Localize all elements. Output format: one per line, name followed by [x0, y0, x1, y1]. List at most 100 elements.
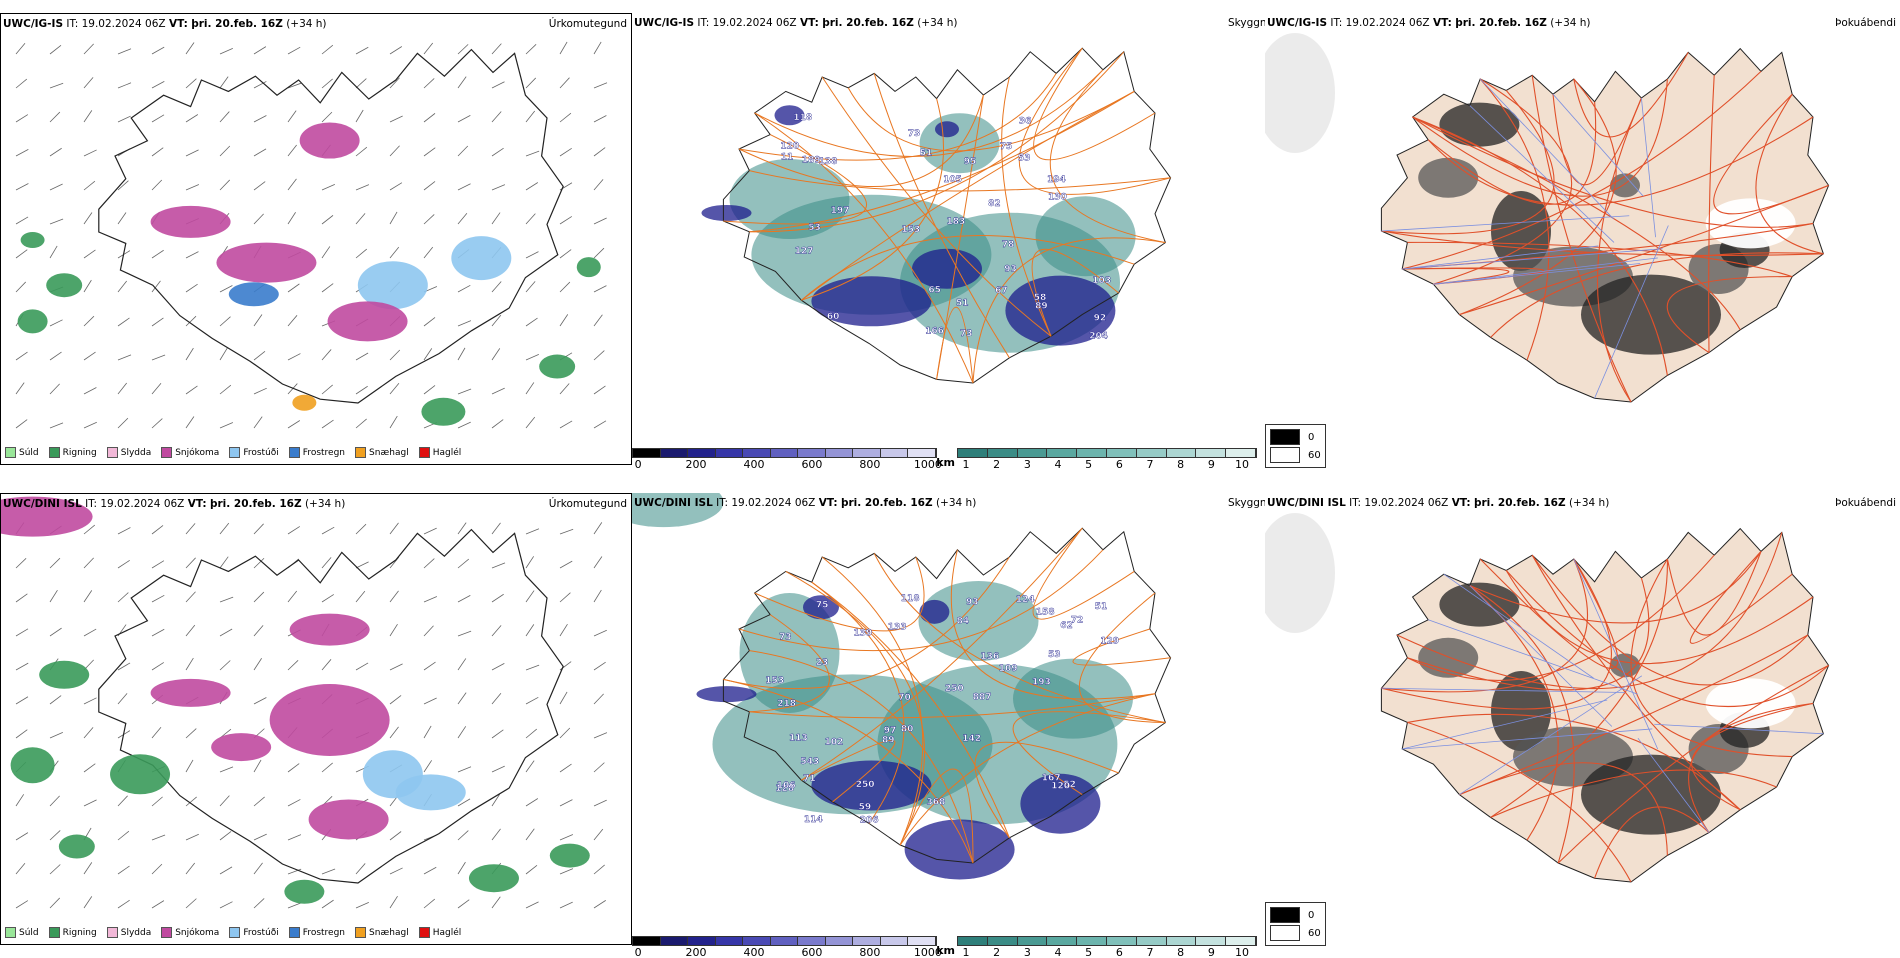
wind-barb [593, 693, 604, 705]
road [1381, 90, 1555, 235]
cloud-base-label: 36 [1019, 117, 1032, 127]
wind-barb [15, 696, 29, 705]
cloud-base-label: 193 [1032, 678, 1051, 688]
wind-barb [491, 111, 502, 123]
wind-barb [117, 559, 130, 569]
wind-barb [559, 147, 572, 157]
fog-legend-row: 0 [1270, 906, 1321, 924]
wind-barb [559, 560, 573, 569]
cloud-base-label: 128 [775, 784, 794, 794]
wind-barb [321, 111, 333, 123]
cloud-base-area [774, 105, 805, 126]
legend-item: Súld [5, 447, 39, 458]
cloud-base-label: 118 [901, 594, 920, 604]
fog-legend-label: 60 [1308, 449, 1321, 461]
wind-barb [491, 593, 504, 603]
wind-barb [525, 696, 539, 705]
road [1072, 628, 1171, 666]
wind-barb [491, 663, 505, 671]
wind-barb [253, 625, 264, 637]
road [1018, 47, 1171, 195]
wind-barb [219, 145, 231, 157]
wind-barb [559, 834, 574, 841]
legend-swatch [106, 447, 118, 458]
wind-barb [593, 217, 607, 225]
wind-barb [219, 179, 231, 191]
wind-barb [185, 523, 196, 535]
cloud-base-label: 153 [765, 676, 784, 686]
wind-barb [219, 285, 233, 293]
wind-barb [389, 522, 399, 535]
cloud-base-area [701, 204, 752, 221]
wind-barb [389, 663, 403, 671]
legend-swatch [5, 447, 16, 458]
cloud-base-label: 51 [956, 299, 969, 309]
wind-barb [457, 212, 468, 225]
wind-barb [423, 246, 434, 259]
cloud-base-area [904, 819, 1015, 880]
wind-barb [287, 315, 298, 327]
wind-barb [491, 147, 504, 157]
cloud-base-label: 142 [962, 734, 981, 744]
precip-area [110, 754, 171, 795]
wind-barb [457, 558, 470, 569]
wind-barb [321, 526, 335, 535]
legend-item: Súld [5, 927, 39, 938]
wind-barb [185, 114, 199, 123]
colorbar-tick: 7 [1146, 458, 1154, 471]
wind-barb [151, 80, 165, 89]
road [749, 650, 974, 864]
cloud-base-label: 139 [854, 629, 873, 639]
wind-barb [151, 383, 162, 395]
wind-barb [559, 216, 573, 225]
wind-barb [151, 834, 166, 841]
road [821, 76, 1052, 337]
cloud-map-bottom: 84 93 129 133 59 73 75 70 136 139 206 71 128 250 158 19… [632, 493, 1172, 880]
road [1078, 592, 1166, 724]
colorbar-tick: 400 [743, 946, 765, 958]
precip-area [421, 397, 466, 426]
colorbar-tick: 600 [801, 458, 823, 471]
road [1412, 116, 1814, 228]
cloud-base-label: 84 [957, 617, 970, 627]
colorbar-tick: 6 [1115, 458, 1123, 471]
wind-barb [185, 898, 197, 909]
wind-barb [559, 901, 573, 909]
road [1708, 75, 1715, 353]
wind-barb [559, 281, 571, 293]
wind-barb [253, 523, 264, 535]
colorbar-cell [825, 449, 854, 457]
wind-barb [83, 387, 97, 395]
precip-area [1, 496, 93, 537]
wind-barb [355, 352, 369, 361]
wind-barb [491, 692, 502, 705]
wind-barb [219, 522, 230, 535]
wind-barb [525, 354, 539, 361]
road [1001, 76, 1052, 337]
precip-legend: Súld Rigning Slydda Snjókoma Frostúði Frostre… [5, 927, 461, 938]
height-colorbar: m02004006008001000 [632, 448, 942, 472]
wind-barb [219, 422, 234, 429]
legend-item: Haglél [418, 447, 461, 458]
fog-area [1418, 157, 1479, 198]
wind-barb [219, 866, 233, 875]
wind-barb [253, 416, 263, 429]
wind-barb [321, 349, 332, 361]
wind-barb [83, 43, 94, 55]
offshore-haze [1265, 33, 1335, 153]
wind-barb [525, 213, 536, 225]
colorbar-cell [1166, 937, 1197, 945]
wind-barb [253, 658, 262, 671]
cloud-base-label: 60 [827, 312, 840, 322]
wind-barb [83, 524, 96, 535]
road [1012, 711, 1166, 796]
legend-swatch [355, 447, 367, 458]
colorbar-cell [798, 449, 826, 457]
wind-barb [593, 629, 607, 637]
wind-barb [355, 78, 367, 89]
wind-barb [219, 347, 228, 361]
wind-barb [49, 897, 61, 909]
river [1402, 245, 1599, 270]
legend-label: Snjókoma [175, 928, 220, 938]
legend-swatch [355, 927, 367, 938]
